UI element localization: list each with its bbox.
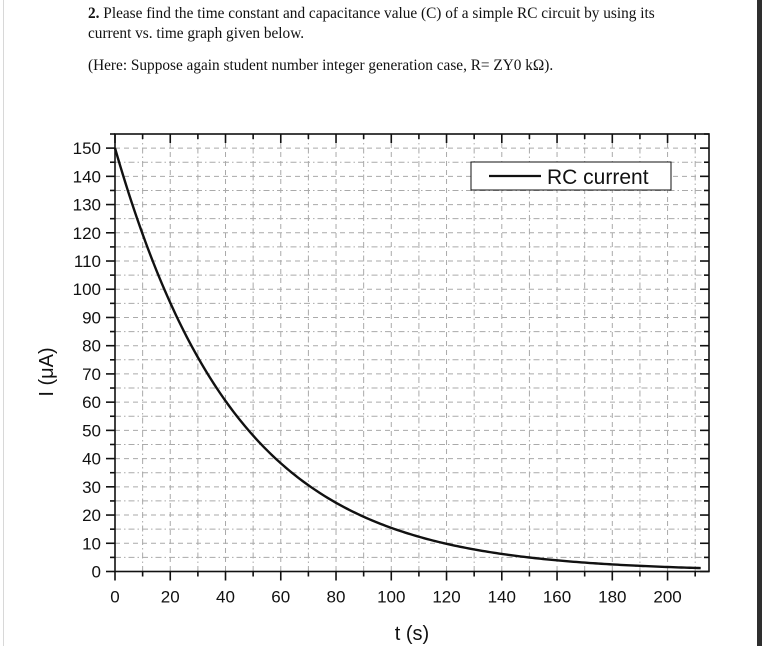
- x-tick-label: 200: [653, 588, 681, 607]
- x-tick-label: 20: [161, 588, 180, 607]
- question-note: (Here: Suppose again student number inte…: [88, 57, 554, 74]
- plot-frame: [114, 133, 710, 573]
- y-tick-label: 20: [82, 506, 101, 525]
- y-tick-label: 0: [92, 563, 101, 582]
- y-tick-label: 110: [74, 252, 101, 271]
- y-tick-label: 60: [82, 393, 101, 412]
- y-tick-label: 120: [73, 224, 101, 243]
- question-text: 2. Please find the time constant and cap…: [88, 4, 688, 44]
- x-tick-label: 60: [271, 588, 290, 607]
- y-tick-label: 50: [82, 421, 101, 440]
- y-tick-label: 30: [82, 478, 101, 497]
- x-tick-label: 40: [216, 588, 235, 607]
- x-axis-title: t (s): [395, 623, 429, 645]
- y-tick-label: 40: [82, 450, 101, 469]
- legend-label: RC current: [547, 166, 649, 189]
- rc-current-curve: [113, 147, 701, 570]
- curve-layer: [113, 147, 701, 570]
- x-tick-label: 180: [598, 588, 626, 607]
- y-tick-label: 140: [73, 167, 101, 186]
- axes: [114, 133, 710, 573]
- page-left-edge: [3, 0, 4, 646]
- tick-labels: 0 20 40 60 80 100 120 140 160 180 200 0 10 20 30 40 50 60…: [73, 139, 682, 606]
- x-tick-label: 80: [327, 588, 346, 607]
- y-tick-label: 100: [73, 280, 101, 299]
- ticks: [106, 133, 709, 581]
- y-tick-label: 130: [73, 196, 101, 215]
- x-tick-label: 160: [543, 588, 571, 607]
- x-tick-label: 100: [377, 588, 405, 607]
- legend: RC current: [470, 161, 672, 191]
- y-tick-label: 90: [82, 308, 101, 327]
- grid-lines: [115, 133, 709, 572]
- question-number: 2.: [88, 5, 100, 22]
- x-tick-label: 120: [432, 588, 460, 607]
- x-tick-label: 140: [488, 588, 516, 607]
- question-block: 2. Please find the time constant and cap…: [88, 4, 688, 76]
- y-tick-label: 10: [82, 534, 101, 553]
- x-tick-label: 0: [110, 588, 119, 607]
- y-tick-label: 70: [82, 365, 101, 384]
- y-tick-label: 150: [73, 139, 101, 158]
- y-axis-title: I (μA): [36, 347, 58, 396]
- y-tick-label: 80: [82, 337, 101, 356]
- window-edge-bar: [757, 0, 762, 646]
- question-body: Please find the time constant and capaci…: [88, 5, 655, 42]
